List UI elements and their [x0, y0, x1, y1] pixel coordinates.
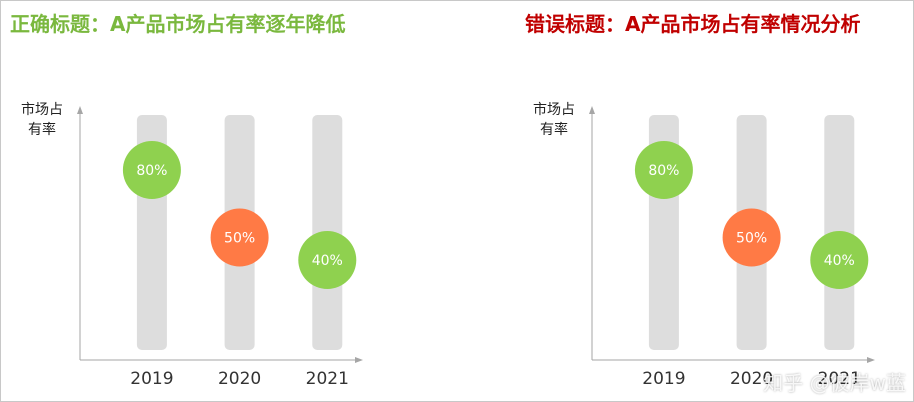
- data-label: 40%: [824, 253, 855, 269]
- data-point: [634, 141, 693, 199]
- y-axis-label: 有率: [540, 121, 568, 138]
- x-tick-label: 2020: [730, 369, 773, 389]
- chart-incorrect: 市场占有率 80% 2019 50% 2020 40% 2021: [533, 101, 875, 389]
- data-label: 50%: [736, 231, 767, 247]
- y-axis-label: 市场占: [533, 101, 575, 118]
- data-label: 80%: [136, 163, 167, 179]
- x-axis-arrow: [355, 357, 363, 363]
- data-label: 40%: [312, 253, 343, 269]
- x-tick-label: 2021: [818, 369, 861, 389]
- panel-correct: 正确标题：A产品市场占有率逐年降低 市场占有率 80% 2019 50% 2020 40%…: [10, 12, 363, 389]
- data-label: 80%: [648, 163, 679, 179]
- chart-title: 错误标题：A产品市场占有率情况分析: [525, 12, 861, 36]
- x-tick-label: 2020: [218, 369, 261, 389]
- data-label: 50%: [224, 231, 255, 247]
- y-axis-label: 市场占: [21, 101, 63, 118]
- x-tick-label: 2019: [642, 369, 685, 389]
- data-point: [122, 141, 181, 199]
- panel-incorrect: 错误标题：A产品市场占有率情况分析 市场占有率 80% 2019 50% 2020 40%…: [457, 0, 914, 402]
- y-axis-arrow: [77, 106, 83, 114]
- x-tick-label: 2021: [306, 369, 349, 389]
- data-point: [210, 208, 269, 267]
- data-point: [298, 231, 357, 289]
- data-point: [722, 208, 781, 267]
- chart-title: 正确标题：A产品市场占有率逐年降低: [10, 12, 346, 36]
- chart-correct: 市场占有率 80% 2019 50% 2020 40% 2021: [21, 101, 363, 389]
- watermark: 知乎 @彼岸w蓝: [763, 371, 906, 395]
- data-point: [810, 231, 869, 289]
- y-axis-label: 有率: [28, 121, 56, 138]
- x-tick-label: 2019: [130, 369, 173, 389]
- y-axis-arrow: [589, 106, 595, 114]
- x-axis-arrow: [867, 357, 875, 363]
